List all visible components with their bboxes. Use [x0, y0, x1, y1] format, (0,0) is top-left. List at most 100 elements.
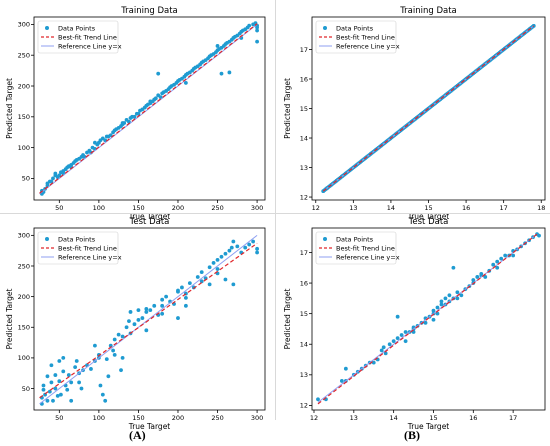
legend-label: Data Points	[336, 24, 374, 32]
x-tick-label: 15	[424, 204, 432, 212]
plot-area	[39, 234, 259, 406]
chart-panel-3: 50 100 150 200 250 300 50 100 150 200 250 300 Test D…	[5, 217, 266, 431]
y-tick-label: 100	[18, 354, 30, 362]
data-point	[93, 140, 97, 145]
x-tick-label: 150	[132, 204, 144, 212]
data-point	[223, 251, 228, 256]
data-point	[45, 398, 50, 403]
data-point	[383, 351, 388, 356]
data-point	[128, 310, 133, 314]
legend-box	[37, 231, 119, 265]
y-tick-label: 15	[300, 105, 308, 113]
data-point	[98, 383, 103, 388]
panel-divider-horizontal	[0, 213, 550, 214]
y-tick-label: 17	[300, 46, 308, 54]
data-point	[537, 233, 541, 238]
legend-label: Best-fit Trend Line	[336, 244, 395, 252]
data-point	[183, 81, 188, 85]
y-tick-label: 250	[18, 262, 30, 270]
data-point	[391, 339, 396, 344]
legend-label: Reference Line y=x	[336, 253, 400, 261]
data-point	[471, 278, 476, 282]
x-tick-label: 100	[93, 204, 105, 212]
data-point	[140, 316, 145, 320]
data-point	[183, 303, 188, 308]
data-point	[124, 325, 129, 330]
x-tick-label: 14	[387, 204, 395, 212]
data-point	[475, 275, 480, 279]
data-point	[435, 311, 440, 316]
data-point	[49, 363, 54, 368]
data-point	[483, 275, 488, 279]
data-point	[152, 303, 157, 308]
data-point	[231, 282, 236, 287]
data-point	[243, 245, 248, 250]
data-point	[229, 245, 234, 250]
y-tick-label: 50	[22, 385, 30, 393]
x-tick-label: 50	[55, 204, 63, 212]
y-axis-label: Predicted Target	[5, 78, 14, 139]
chart-panel-4: 12 13 14 15 16 17 12 13 14 15 16 17 Test Data True Ta…	[283, 217, 546, 431]
data-point	[104, 357, 109, 362]
data-point	[73, 365, 78, 370]
y-axis-label: Predicted Target	[283, 289, 292, 350]
x-tick-label: 17	[509, 414, 517, 422]
data-point	[144, 310, 149, 314]
data-point	[395, 336, 400, 341]
data-point	[455, 296, 460, 301]
x-tick-label: 17	[500, 204, 508, 212]
data-point	[57, 173, 62, 178]
data-point	[136, 308, 141, 313]
data-point	[127, 119, 131, 124]
data-point	[120, 334, 125, 339]
data-point	[176, 316, 180, 320]
y-tick-label: 12	[300, 193, 308, 201]
data-point	[61, 356, 66, 360]
data-point	[219, 254, 224, 259]
data-point	[247, 23, 252, 28]
data-point	[231, 239, 236, 244]
data-point	[255, 250, 259, 255]
data-point	[199, 279, 204, 284]
x-tick-label: 12	[310, 414, 318, 422]
chart-title: Training Data	[120, 6, 178, 16]
y-tick-label: 16	[300, 279, 308, 287]
legend-label: Best-fit Trend Line	[58, 33, 117, 41]
data-point	[57, 379, 62, 384]
legend-marker-points	[323, 26, 327, 30]
data-point	[57, 359, 62, 363]
data-point	[187, 281, 192, 286]
data-point	[180, 285, 184, 290]
data-point	[47, 389, 52, 394]
data-point	[443, 296, 448, 301]
data-point	[41, 383, 46, 388]
chart-title: Test Data	[129, 217, 170, 227]
y-tick-label: 16	[300, 75, 308, 83]
data-point	[53, 373, 58, 377]
data-point	[491, 262, 496, 267]
legend-label: Best-fit Trend Line	[58, 244, 117, 252]
data-point	[247, 242, 252, 247]
trend-line	[39, 23, 258, 194]
legend-label: Reference Line y=x	[58, 253, 122, 261]
legend-box	[315, 20, 397, 54]
data-point	[339, 379, 344, 383]
data-point	[111, 348, 116, 353]
data-point	[431, 317, 436, 322]
data-point	[459, 293, 464, 298]
data-point	[455, 290, 460, 295]
panel-divider-vertical	[275, 0, 276, 420]
legend-marker-points	[45, 26, 49, 30]
y-tick-label: 50	[22, 175, 30, 183]
data-point	[379, 348, 384, 353]
data-point	[74, 359, 79, 363]
data-point	[119, 368, 123, 373]
data-point	[112, 337, 117, 342]
x-tick-label: 150	[132, 414, 144, 422]
x-tick-label: 200	[172, 414, 184, 422]
trend-line	[322, 25, 535, 192]
legend-label: Best-fit Trend Line	[336, 33, 395, 41]
data-point	[447, 293, 452, 298]
data-point	[77, 380, 81, 385]
